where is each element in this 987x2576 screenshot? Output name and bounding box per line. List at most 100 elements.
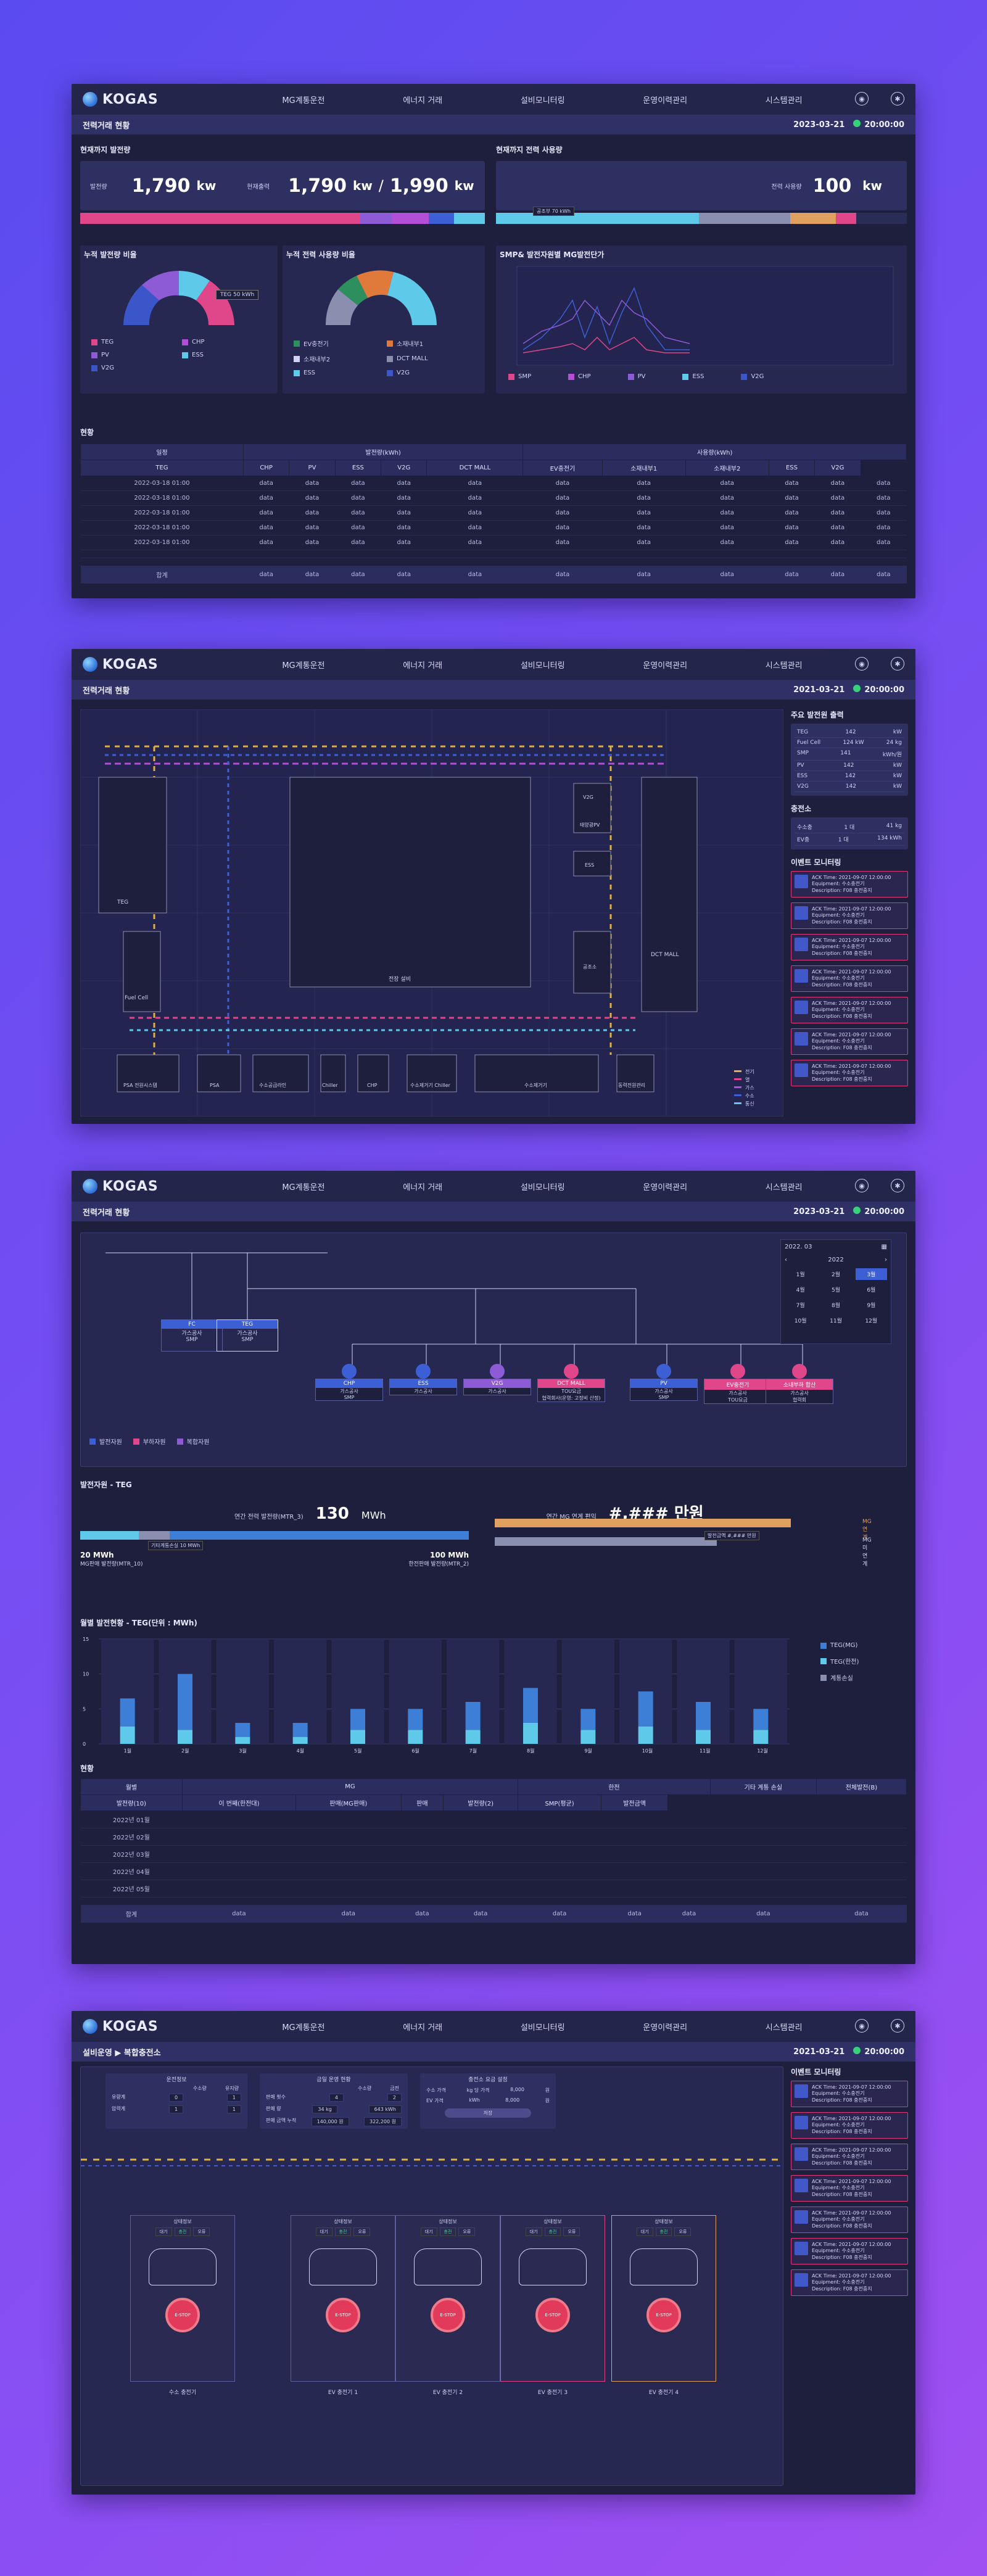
menu-item-system[interactable]: 시스템관리 xyxy=(765,2023,803,2033)
table-row[interactable]: 2022-03-18 01:00 data data data data data data… xyxy=(80,535,907,550)
menu-item-history[interactable]: 운영이력관리 xyxy=(643,661,688,671)
event-card[interactable]: ACK Time: 2021-09-07 12:00:00 Equipment: … xyxy=(791,2112,908,2139)
settings-icon[interactable]: ✱ xyxy=(891,1179,904,1192)
cal-month[interactable]: 2월 xyxy=(831,1272,840,1278)
event-card[interactable]: ACK Time: 2021-09-07 12:00:00 Equipment: … xyxy=(791,2207,908,2233)
info-cell[interactable]: 140,000 원 xyxy=(311,2117,349,2126)
menu-item-history[interactable]: 운영이력관리 xyxy=(643,2023,688,2033)
node-4[interactable]: PV 가스공사 SMP xyxy=(630,1379,698,1401)
event-card[interactable]: ACK Time: 2021-09-07 12:00:00 Equipment: … xyxy=(791,934,908,960)
charger-card[interactable]: 상태정보 대기 충전 오류 E-STOP xyxy=(500,2215,605,2382)
calendar-picker[interactable]: 2022. 03 ▦ ‹ 2022 › 1월 2월 3월 4월 5월 6월 7월 8월 9월 10월 11… xyxy=(780,1239,891,1344)
logo-4[interactable]: KOGAS xyxy=(83,2019,243,2034)
user-icon[interactable]: ◉ xyxy=(855,657,869,671)
event-card[interactable]: ACK Time: 2021-09-07 12:00:00 Equipment: … xyxy=(791,2269,908,2296)
menu-item-monitor[interactable]: 설비모니터링 xyxy=(520,661,565,671)
node-5[interactable]: EV충전기 가스공사 TOU요금 xyxy=(704,1379,772,1404)
event-card[interactable]: ACK Time: 2021-09-07 12:00:00 Equipment: … xyxy=(791,2238,908,2264)
logo-3[interactable]: KOGAS xyxy=(83,1179,243,1194)
table-row[interactable]: 2022년 02월 xyxy=(80,1828,907,1846)
user-icon[interactable]: ◉ xyxy=(855,1179,869,1192)
event-card[interactable]: ACK Time: 2021-09-07 12:00:00 Equipment: … xyxy=(791,965,908,992)
cal-month[interactable]: 10월 xyxy=(794,1318,807,1324)
table-row[interactable]: 2022-03-18 01:00 data data data data data data… xyxy=(80,520,907,535)
charger-card[interactable]: 상태정보 대기 충전 오류 E-STOP xyxy=(130,2215,235,2382)
menu-item-history[interactable]: 운영이력관리 xyxy=(643,96,688,105)
cal-month[interactable]: 1월 xyxy=(796,1272,805,1278)
table-row[interactable]: 2022-03-18 01:00 data data data data data data… xyxy=(80,490,907,506)
event-card[interactable]: ACK Time: 2021-09-07 12:00:00 Equipment: … xyxy=(791,2144,908,2170)
user-icon[interactable]: ◉ xyxy=(855,2019,869,2033)
cal-month[interactable]: 6월 xyxy=(867,1287,876,1294)
cal-month[interactable]: 11월 xyxy=(830,1318,842,1324)
info-cell[interactable]: 34 kg xyxy=(312,2105,337,2113)
event-card[interactable]: ACK Time: 2021-09-07 12:00:00 Equipment: … xyxy=(791,1028,908,1055)
info-cell[interactable]: 322,200 원 xyxy=(364,2117,402,2126)
menu-item-energy[interactable]: 에너지 거래 xyxy=(403,96,443,105)
cal-prev-icon[interactable]: ‹ xyxy=(785,1257,787,1263)
menu-item-mg[interactable]: MG계통운전 xyxy=(282,1183,325,1192)
event-card[interactable]: ACK Time: 2021-09-07 12:00:00 Equipment: … xyxy=(791,871,908,898)
settings-icon[interactable]: ✱ xyxy=(891,657,904,671)
table-row[interactable]: 2022년 05월 xyxy=(80,1880,907,1897)
estop-button[interactable]: E-STOP xyxy=(535,2298,570,2332)
charger-card[interactable]: 상태정보 대기 충전 오류 E-STOP xyxy=(395,2215,500,2382)
table-row[interactable]: 2022년 01월 xyxy=(80,1810,907,1828)
info-cell[interactable]: 1 xyxy=(226,2105,241,2113)
cal-value[interactable]: 2022. 03 xyxy=(785,1244,812,1250)
charger-card[interactable]: 상태정보 대기 충전 오류 E-STOP xyxy=(291,2215,395,2382)
node-fc[interactable]: FC 가스공사 SMP xyxy=(161,1319,223,1352)
cal-month[interactable]: 7월 xyxy=(796,1303,805,1309)
node-0[interactable]: CHP 가스공사 SMP xyxy=(315,1379,383,1401)
calendar-icon[interactable]: ▦ xyxy=(881,1244,887,1250)
save-button[interactable]: 저장 xyxy=(445,2108,531,2118)
node-6[interactable]: 소내부하 합산 가스공사 협력회 xyxy=(766,1379,833,1404)
table-row[interactable] xyxy=(80,550,907,558)
cal-month[interactable]: 9월 xyxy=(867,1303,876,1309)
cal-month[interactable]: 3월 xyxy=(855,1268,887,1280)
menu-item-history[interactable]: 운영이력관리 xyxy=(643,1183,688,1192)
estop-button[interactable]: E-STOP xyxy=(326,2298,360,2332)
event-card[interactable]: ACK Time: 2021-09-07 12:00:00 Equipment: … xyxy=(791,997,908,1023)
table-row[interactable]: 2022-03-18 01:00 data data data data data data… xyxy=(80,505,907,521)
charger-card[interactable]: 상태정보 대기 충전 오류 E-STOP xyxy=(611,2215,716,2382)
node-2[interactable]: V2G 가스공사 xyxy=(463,1379,531,1395)
estop-button[interactable]: E-STOP xyxy=(646,2298,681,2332)
menu-item-monitor[interactable]: 설비모니터링 xyxy=(520,2023,565,2033)
info-cell[interactable]: 0 xyxy=(168,2094,184,2102)
node-1[interactable]: ESS 가스공사 xyxy=(389,1379,457,1395)
table-row[interactable] xyxy=(80,558,907,566)
menu-item-monitor[interactable]: 설비모니터링 xyxy=(520,96,565,105)
table-row[interactable]: 2022년 04월 xyxy=(80,1862,907,1880)
event-card[interactable]: ACK Time: 2021-09-07 12:00:00 Equipment: … xyxy=(791,2175,908,2202)
logo[interactable]: KOGAS xyxy=(83,92,243,107)
settings-icon[interactable]: ✱ xyxy=(891,2019,904,2033)
estop-button[interactable]: E-STOP xyxy=(431,2298,465,2332)
event-card[interactable]: ACK Time: 2021-09-07 12:00:00 Equipment: … xyxy=(791,2081,908,2107)
table-row[interactable]: 2022년 03월 xyxy=(80,1845,907,1863)
cal-month[interactable]: 8월 xyxy=(831,1303,840,1309)
menu-item-energy[interactable]: 에너지 거래 xyxy=(403,1183,443,1192)
cal-next-icon[interactable]: › xyxy=(884,1257,887,1263)
menu-item-mg[interactable]: MG계통운전 xyxy=(282,2023,325,2033)
event-card[interactable]: ACK Time: 2021-09-07 12:00:00 Equipment: … xyxy=(791,902,908,929)
estop-button[interactable]: E-STOP xyxy=(165,2298,200,2332)
table-row[interactable] xyxy=(80,1897,907,1905)
table-row[interactable]: 2022-03-18 01:00 data data data data data data… xyxy=(80,476,907,491)
logo-2[interactable]: KOGAS xyxy=(83,657,243,672)
info-cell[interactable]: 1 xyxy=(168,2105,184,2113)
menu-item-energy[interactable]: 에너지 거래 xyxy=(403,661,443,671)
menu-item-mg[interactable]: MG계통운전 xyxy=(282,96,325,105)
user-icon[interactable]: ◉ xyxy=(855,92,869,105)
info-cell[interactable]: 2 xyxy=(387,2094,402,2102)
event-card[interactable]: ACK Time: 2021-09-07 12:00:00 Equipment: … xyxy=(791,1060,908,1086)
info-cell[interactable]: 1 xyxy=(226,2094,241,2102)
menu-item-system[interactable]: 시스템관리 xyxy=(765,96,803,105)
settings-icon[interactable]: ✱ xyxy=(891,92,904,105)
info-cell[interactable]: 643 kWh xyxy=(368,2105,402,2113)
node-teg[interactable]: TEG 가스공사 SMP xyxy=(217,1319,278,1352)
menu-item-mg[interactable]: MG계통운전 xyxy=(282,661,325,671)
menu-item-energy[interactable]: 에너지 거래 xyxy=(403,2023,443,2033)
cal-month[interactable]: 4월 xyxy=(796,1287,805,1294)
menu-item-system[interactable]: 시스템관리 xyxy=(765,1183,803,1192)
